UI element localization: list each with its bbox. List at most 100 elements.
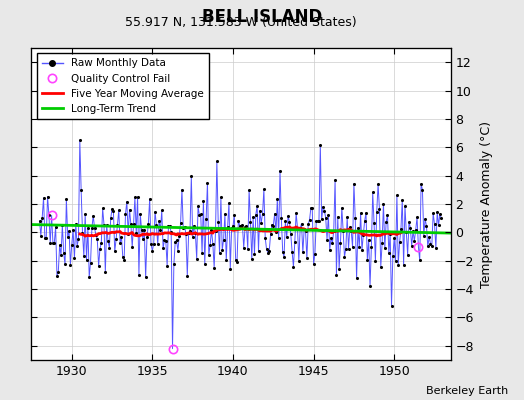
- Point: [368, 189, 377, 196]
- Point: [92, 232, 100, 238]
- Point: [111, 248, 119, 255]
- Point: [80, 253, 88, 260]
- Point: [103, 222, 111, 228]
- Point: [238, 221, 247, 228]
- Point: [322, 214, 330, 221]
- Point: [437, 215, 445, 221]
- Point: [154, 241, 162, 248]
- Point: [278, 249, 287, 255]
- Point: [204, 252, 213, 258]
- Point: [141, 274, 150, 281]
- Point: [403, 252, 412, 258]
- Point: [148, 248, 157, 254]
- Point: [178, 186, 186, 193]
- Point: [167, 229, 176, 236]
- Point: [351, 215, 359, 221]
- Point: [275, 235, 283, 242]
- Point: [202, 216, 210, 222]
- Point: [387, 303, 396, 309]
- Text: Berkeley Earth: Berkeley Earth: [426, 386, 508, 396]
- Point: [152, 222, 160, 228]
- Point: [112, 236, 121, 242]
- Point: [429, 210, 438, 216]
- Point: [99, 205, 107, 212]
- Point: [65, 228, 73, 234]
- Point: [43, 193, 52, 200]
- Point: [223, 224, 232, 230]
- Point: [183, 273, 191, 279]
- Point: [370, 220, 378, 226]
- Point: [105, 244, 114, 251]
- Point: [252, 211, 260, 218]
- Point: [301, 228, 310, 234]
- Point: [294, 258, 303, 264]
- Point: [261, 235, 269, 241]
- Point: [63, 234, 72, 241]
- Point: [208, 227, 216, 233]
- Point: [203, 180, 212, 186]
- Point: [406, 225, 414, 231]
- Point: [313, 218, 322, 224]
- Point: [109, 208, 117, 214]
- Point: [358, 247, 366, 254]
- Point: [435, 211, 444, 217]
- Point: [137, 227, 146, 234]
- Point: [305, 216, 314, 223]
- Point: [106, 215, 115, 222]
- Point: [222, 257, 231, 264]
- Point: [182, 231, 190, 237]
- Point: [184, 230, 193, 236]
- Point: [124, 231, 133, 237]
- Point: [382, 219, 390, 226]
- Point: [337, 204, 346, 211]
- Point: [365, 237, 373, 243]
- Point: [254, 248, 263, 254]
- Point: [68, 242, 76, 248]
- Point: [77, 187, 85, 194]
- Point: [75, 137, 84, 143]
- Point: [149, 240, 158, 247]
- Point: [363, 256, 372, 263]
- Point: [409, 228, 417, 234]
- Point: [253, 203, 261, 209]
- Point: [374, 181, 383, 188]
- Point: [359, 232, 367, 238]
- Point: [327, 234, 335, 241]
- Point: [361, 218, 369, 224]
- Point: [93, 236, 102, 242]
- Point: [140, 227, 148, 234]
- Point: [269, 223, 278, 229]
- Point: [285, 218, 293, 225]
- Point: [69, 227, 77, 233]
- Point: [49, 240, 57, 246]
- Point: [307, 204, 315, 211]
- Point: [336, 240, 345, 246]
- Point: [434, 222, 443, 228]
- Point: [237, 224, 245, 230]
- Point: [362, 210, 370, 216]
- Point: [245, 187, 253, 193]
- Point: [405, 219, 413, 225]
- Point: [199, 197, 208, 204]
- Point: [281, 218, 290, 225]
- Point: [293, 224, 302, 231]
- Point: [226, 266, 234, 272]
- Point: [116, 240, 124, 246]
- Point: [53, 272, 61, 279]
- Point: [160, 236, 169, 243]
- Point: [57, 252, 65, 258]
- Point: [132, 230, 140, 236]
- Point: [300, 226, 309, 232]
- Point: [328, 240, 336, 246]
- Point: [201, 261, 209, 267]
- Point: [389, 252, 397, 259]
- Point: [84, 224, 92, 231]
- Point: [263, 246, 271, 253]
- Point: [347, 228, 355, 234]
- Point: [58, 222, 67, 228]
- Point: [428, 242, 436, 249]
- Point: [56, 242, 64, 248]
- Point: [46, 240, 54, 246]
- Point: [324, 212, 333, 218]
- Point: [127, 221, 135, 227]
